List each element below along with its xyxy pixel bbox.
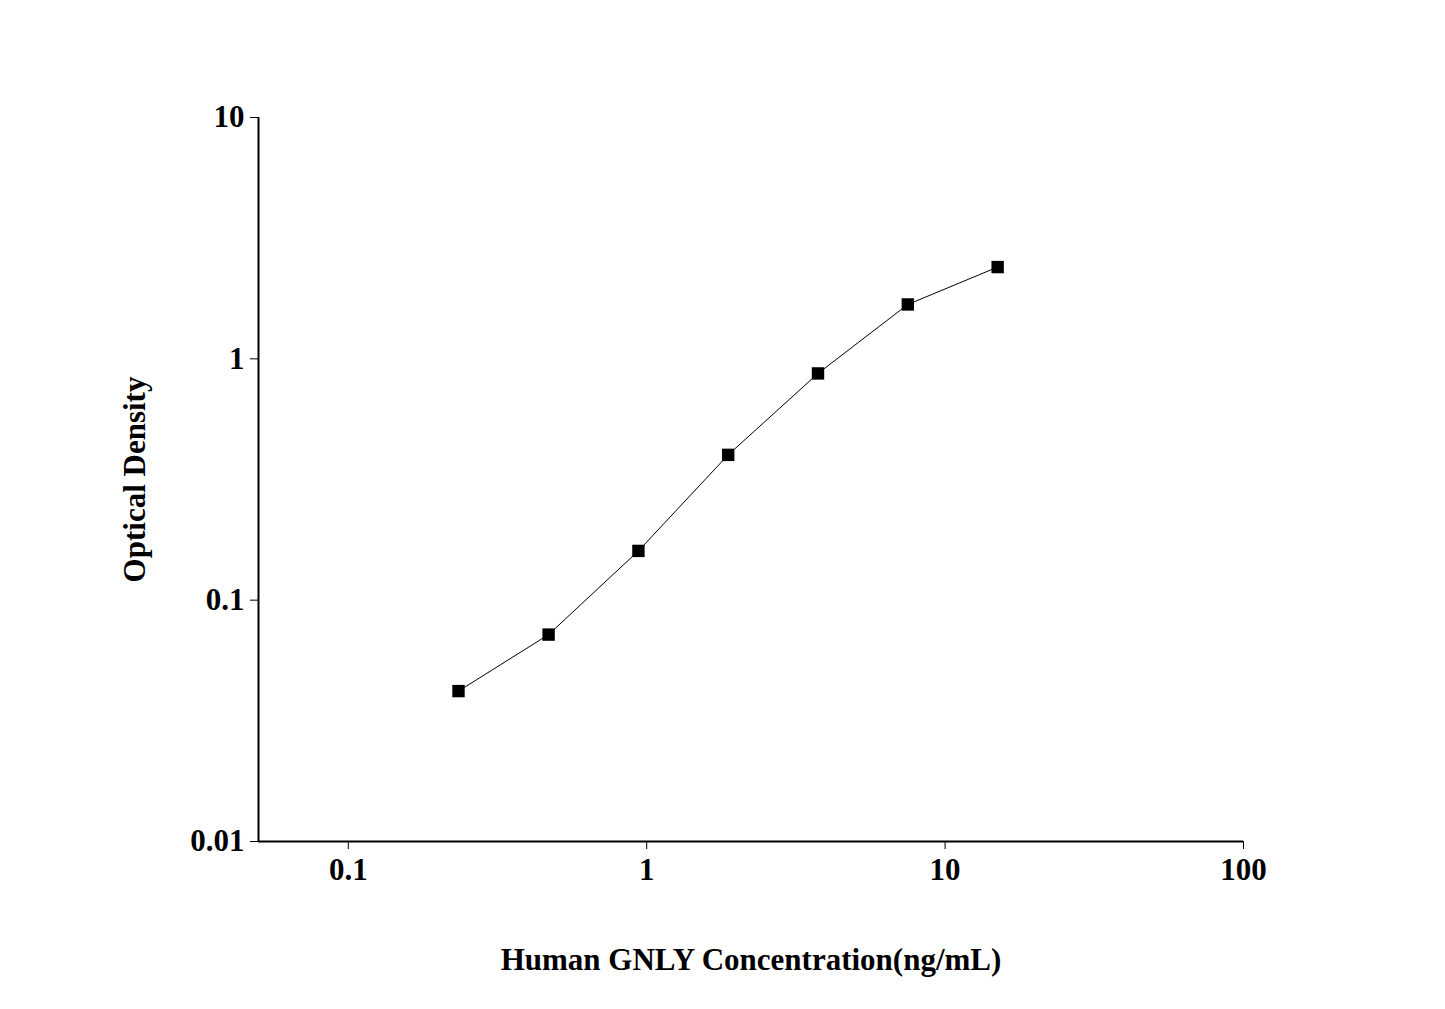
svg-text:1: 1 <box>229 341 245 376</box>
svg-text:0.01: 0.01 <box>190 823 244 858</box>
svg-text:10: 10 <box>214 99 245 134</box>
svg-text:1: 1 <box>639 852 655 887</box>
svg-text:10: 10 <box>930 852 961 887</box>
svg-text:100: 100 <box>1220 852 1267 887</box>
svg-text:0.1: 0.1 <box>329 852 368 887</box>
svg-text:0.1: 0.1 <box>206 582 245 617</box>
svg-text:Optical Density: Optical Density <box>117 376 152 582</box>
svg-text:Human GNLY Concentration(ng/mL: Human GNLY Concentration(ng/mL) <box>501 942 1002 977</box>
